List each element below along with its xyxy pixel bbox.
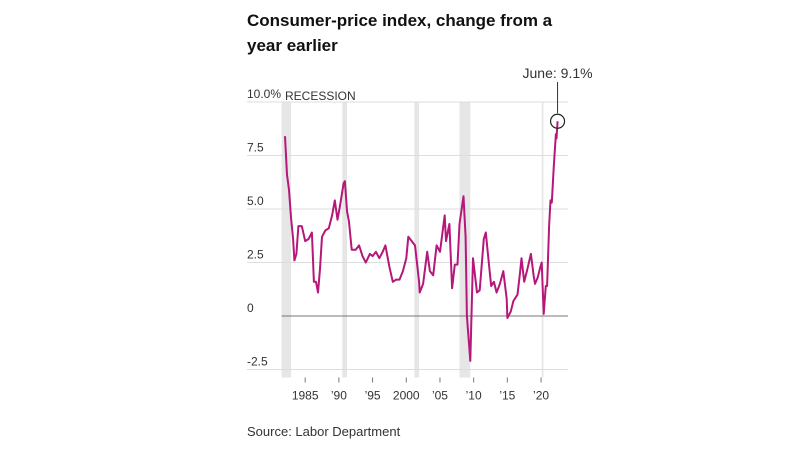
recession-legend: RECESSION <box>285 89 356 103</box>
y-tick-label: 5.0 <box>247 194 264 208</box>
recession-band <box>541 102 544 378</box>
y-tick-label: 7.5 <box>247 141 264 155</box>
chart-title: Consumer-price index, change from a year… <box>247 11 553 55</box>
source: Source: Labor Department <box>247 424 401 439</box>
y-tick-label: 2.5 <box>247 248 264 262</box>
annotation: June: 9.1% <box>523 65 593 81</box>
x-tick-label: ’95 <box>365 389 381 403</box>
y-tick-label: 10.0% <box>247 87 281 101</box>
x-tick-label: ’20 <box>533 389 549 403</box>
x-tick-label: ’05 <box>432 389 448 403</box>
y-tick-label: -2.5 <box>247 355 268 369</box>
x-tick-label: 2000 <box>393 389 420 403</box>
x-tick-label: 1985 <box>292 389 319 403</box>
line <box>284 121 559 362</box>
x-tick-label: ’15 <box>499 389 515 403</box>
recession-band <box>281 102 292 378</box>
y-tick-label: 0 <box>247 301 254 315</box>
recession-band <box>342 102 347 378</box>
x-tick-label: ’90 <box>331 389 347 403</box>
x-tick-label: ’10 <box>466 389 482 403</box>
highlight-point <box>549 113 566 129</box>
recession-band <box>414 102 420 378</box>
